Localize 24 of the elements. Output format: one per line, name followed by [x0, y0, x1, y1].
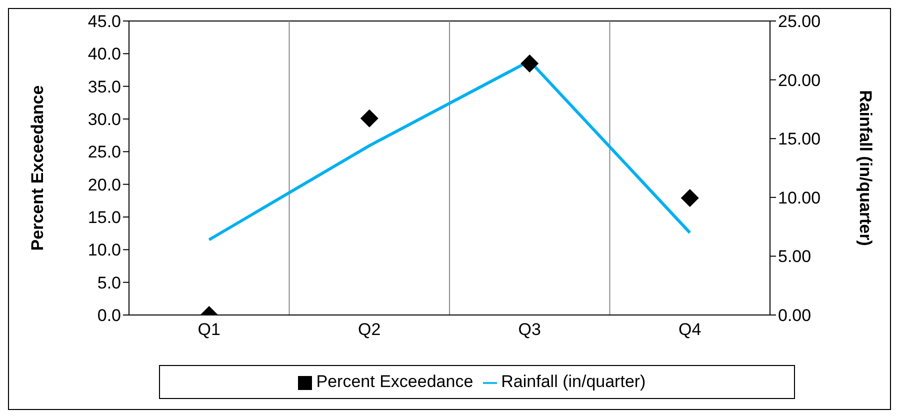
x-tick-label: Q3 [518, 320, 541, 340]
y-axis-title: Percent Exceedance [28, 85, 48, 251]
legend-label: Rainfall (in/quarter) [501, 372, 646, 391]
y-tick-label: 10.0 [88, 240, 121, 260]
x-tick-label: Q2 [358, 320, 381, 340]
y-tick-label: 0.0 [97, 306, 121, 326]
y2-tick-label: 10.00 [778, 188, 821, 208]
y-tick-label: 35.0 [88, 77, 121, 96]
y2-axis-title: Rainfall (in/quarter) [856, 90, 875, 246]
y-tick-label: 25.0 [88, 142, 121, 162]
y-tick-label: 20.0 [88, 175, 121, 194]
y2-tick-label: 20.00 [778, 70, 821, 90]
y-tick-label: 5.0 [97, 273, 121, 292]
y-tick-label: 15.0 [88, 208, 121, 228]
y-tick-label: 40.0 [88, 44, 121, 64]
y2-tick-label: 25.00 [778, 12, 821, 32]
x-tick-label: Q1 [198, 320, 220, 340]
y-tick-label: 30.0 [88, 110, 121, 130]
x-tick-label: Q4 [678, 320, 702, 340]
y2-tick-label: 5.00 [778, 247, 812, 266]
legend-label: Percent Exceedance [316, 372, 474, 391]
y2-tick-label: 15.00 [778, 130, 821, 149]
y2-tick-label: 0.00 [778, 306, 812, 326]
y-tick-label: 45.0 [88, 12, 121, 32]
